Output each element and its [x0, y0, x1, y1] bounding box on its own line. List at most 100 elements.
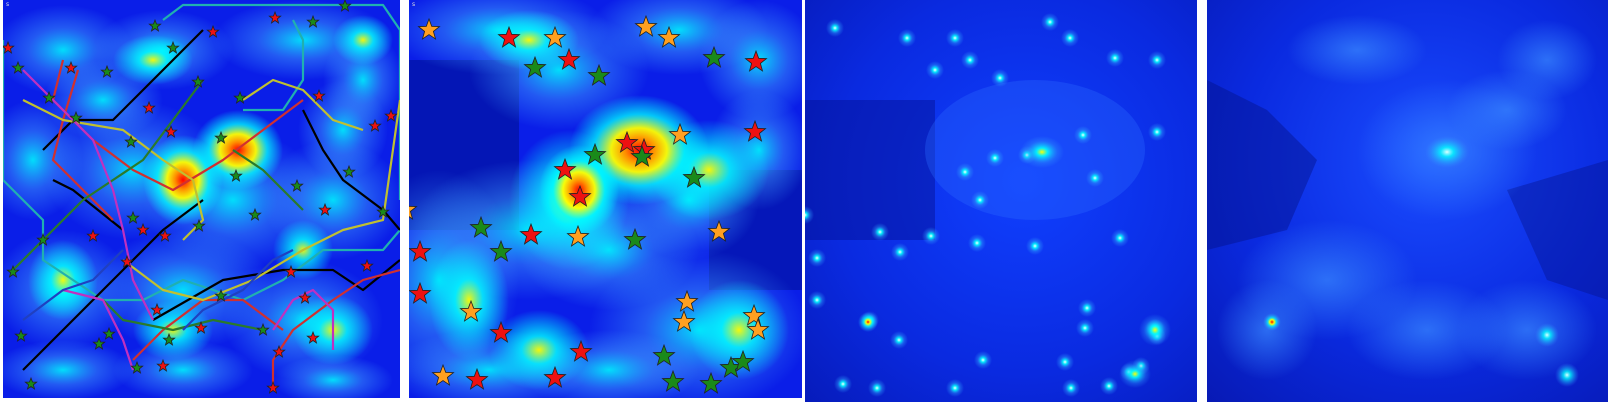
star-marker: [519, 222, 543, 245]
density-blob: [429, 240, 509, 360]
star-marker: [652, 343, 676, 366]
star-marker: [553, 157, 577, 180]
star-marker: [661, 369, 685, 392]
star-marker: [699, 371, 723, 394]
station-marker: [100, 64, 114, 78]
station-marker: [284, 264, 298, 278]
star-marker: [746, 317, 770, 340]
station-marker: [191, 74, 205, 88]
density-panel-diffuse: [1207, 0, 1608, 402]
route-line: [52, 179, 124, 231]
station-marker: [150, 302, 164, 316]
density-blob: [28, 240, 98, 320]
station-marker: [214, 130, 228, 144]
star-marker: [459, 299, 483, 322]
station-marker: [318, 202, 332, 216]
station-marker: [166, 40, 180, 54]
route-line: [22, 249, 124, 321]
station-marker: [102, 326, 116, 340]
density-haze: [1497, 20, 1597, 100]
station-marker: [229, 168, 243, 182]
star-marker: [587, 63, 611, 86]
density-cluster: [1020, 136, 1064, 168]
station-marker: [342, 164, 356, 178]
density-point: [1148, 51, 1166, 69]
density-point: [1086, 169, 1104, 187]
station-marker: [164, 124, 178, 138]
star-marker: [569, 339, 593, 362]
star-marker: [682, 165, 706, 188]
density-point: [968, 234, 986, 252]
star-marker: [557, 47, 581, 70]
star-marker: [731, 349, 755, 372]
density-blob: [113, 340, 253, 398]
density-point: [890, 331, 908, 349]
density-point: [891, 243, 909, 261]
density-blob: [689, 280, 789, 380]
station-marker: [272, 344, 286, 358]
density-cluster: [1535, 323, 1559, 347]
route-line: [62, 288, 135, 371]
station-marker: [194, 320, 208, 334]
route-line: [242, 78, 364, 132]
density-point: [1100, 377, 1118, 395]
star-marker: [657, 25, 681, 48]
density-point: [1106, 49, 1124, 67]
density-point: [1062, 379, 1080, 397]
station-marker: [142, 100, 156, 114]
density-point: [834, 375, 852, 393]
station-marker: [11, 60, 25, 74]
density-blob: [479, 10, 579, 70]
route-line: [272, 288, 335, 350]
density-background: [805, 0, 1202, 402]
star-marker: [469, 215, 493, 238]
star-marker: [523, 55, 547, 78]
density-blob: [489, 310, 589, 390]
star-marker: [489, 239, 513, 262]
station-marker: [376, 204, 390, 218]
density-point: [926, 61, 944, 79]
station-marker: [24, 376, 38, 390]
heatmap-panel-routes: s: [3, 0, 400, 398]
station-marker: [360, 258, 374, 272]
star-marker: [566, 224, 590, 247]
station-marker: [36, 232, 50, 246]
density-point: [1026, 237, 1044, 255]
density-point: [971, 191, 989, 209]
station-marker: [86, 228, 100, 242]
density-points-svg: [805, 0, 1202, 402]
density-point: [826, 19, 844, 37]
density-point: [1076, 319, 1094, 337]
station-marker: [156, 358, 170, 372]
star-marker: [489, 320, 513, 343]
station-marker: [158, 228, 172, 242]
station-marker: [14, 328, 28, 342]
density-cluster: [1119, 360, 1151, 388]
station-marker: [266, 380, 280, 394]
heatmap-stars-svg: [409, 0, 802, 398]
density-point: [946, 29, 964, 47]
star-marker: [417, 17, 441, 40]
route-line: [182, 249, 294, 331]
station-marker: [214, 288, 228, 302]
low-density-region: [1507, 160, 1608, 300]
density-cluster: [1139, 314, 1171, 346]
station-marker: [162, 332, 176, 346]
density-haze: [1347, 280, 1507, 380]
density-point: [986, 149, 1004, 167]
station-marker: [120, 254, 134, 268]
star-marker: [630, 144, 654, 167]
density-point: [808, 249, 826, 267]
star-marker: [672, 309, 696, 332]
route-line: [22, 199, 204, 371]
station-marker: [206, 24, 220, 38]
station-marker: [92, 336, 106, 350]
density-peak: [1263, 313, 1281, 331]
density-point: [991, 69, 1009, 87]
route-line: [232, 149, 304, 211]
low-density-region: [805, 100, 935, 240]
low-density-region: [1207, 80, 1317, 250]
station-marker: [384, 108, 398, 122]
route-line: [42, 29, 204, 151]
station-marker: [64, 60, 78, 74]
